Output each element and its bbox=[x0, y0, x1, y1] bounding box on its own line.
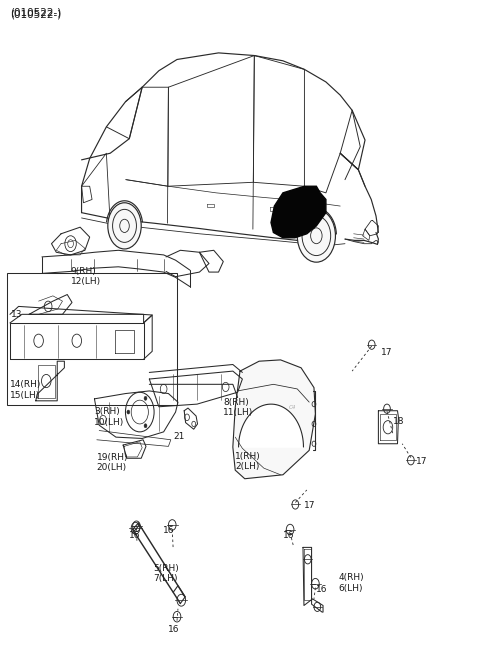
Text: 21: 21 bbox=[173, 432, 185, 441]
Circle shape bbox=[144, 424, 147, 428]
Circle shape bbox=[297, 210, 336, 262]
Text: 17: 17 bbox=[381, 348, 392, 357]
Circle shape bbox=[127, 410, 130, 414]
Text: 3(RH)
10(LH): 3(RH) 10(LH) bbox=[95, 408, 125, 427]
Text: 5(RH)
7(LH): 5(RH) 7(LH) bbox=[153, 564, 179, 583]
Text: 16: 16 bbox=[168, 625, 179, 634]
Text: 16: 16 bbox=[129, 531, 141, 540]
Polygon shape bbox=[239, 404, 303, 447]
Text: (010522-): (010522-) bbox=[10, 9, 61, 19]
Text: 9(RH)
12(LH): 9(RH) 12(LH) bbox=[71, 267, 101, 286]
Text: 17: 17 bbox=[303, 501, 315, 510]
Text: 16: 16 bbox=[163, 526, 174, 535]
Polygon shape bbox=[271, 186, 326, 238]
Text: 16: 16 bbox=[283, 531, 294, 540]
Text: 8(RH)
11(LH): 8(RH) 11(LH) bbox=[223, 398, 253, 417]
Text: C4: C4 bbox=[289, 405, 296, 410]
Text: 18: 18 bbox=[393, 417, 404, 426]
Text: 1(RH)
2(LH): 1(RH) 2(LH) bbox=[235, 452, 261, 471]
Text: 17: 17 bbox=[416, 457, 427, 466]
Text: 13: 13 bbox=[11, 310, 23, 319]
Text: 19(RH)
20(LH): 19(RH) 20(LH) bbox=[97, 453, 128, 472]
Text: 4(RH)
6(LH): 4(RH) 6(LH) bbox=[338, 573, 364, 593]
Text: 14(RH)
15(LH): 14(RH) 15(LH) bbox=[10, 381, 41, 400]
Circle shape bbox=[108, 203, 141, 249]
Text: (010522-): (010522-) bbox=[10, 8, 61, 18]
Text: 16: 16 bbox=[316, 585, 328, 594]
Polygon shape bbox=[233, 360, 315, 479]
Circle shape bbox=[144, 396, 147, 400]
